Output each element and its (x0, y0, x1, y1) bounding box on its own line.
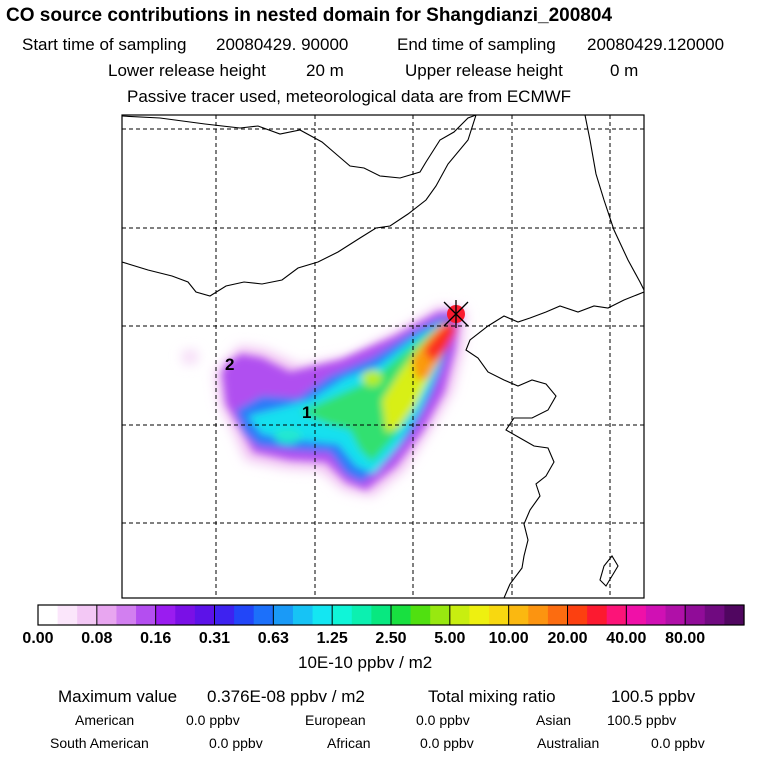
coastline (465, 291, 644, 598)
colorbar-swatch (665, 605, 686, 625)
colorbar-swatch (194, 605, 216, 625)
region-value-american: 0.0 ppbv (186, 712, 240, 728)
colorbar-tick-label: 20.00 (547, 630, 588, 647)
colorbar-swatch (38, 605, 59, 625)
plume-red (424, 320, 456, 362)
region-value-asian: 100.5 ppbv (607, 712, 677, 728)
lower-height-value: 20 m (306, 61, 344, 80)
colorbar-swatch (449, 605, 471, 625)
colorbar-swatch (508, 605, 529, 625)
colorbar-tick-label: 1.25 (316, 630, 348, 647)
lower-height-label: Lower release height (108, 61, 266, 80)
receptor-marker-icon (443, 300, 469, 328)
colorbar-swatch (469, 605, 490, 625)
region-name-african: African (327, 735, 371, 751)
plume-blob (274, 428, 302, 444)
colorbar-ticks (37, 605, 686, 625)
region-name-australian: Australian (537, 735, 600, 751)
start-time-label: Start time of sampling (22, 35, 187, 54)
plume-blob (224, 358, 256, 386)
colorbar-swatch (704, 605, 725, 625)
colorbar-tick-label: 80.00 (665, 630, 706, 647)
colorbar-swatch (528, 605, 549, 625)
colorbar-tick-label: 0.63 (257, 630, 289, 647)
colorbar-swatch (626, 605, 647, 625)
colorbar-swatch (253, 605, 274, 625)
region-name-american: American (75, 712, 135, 728)
island (599, 555, 619, 587)
total-mixing-value: 100.5 ppbv (611, 687, 696, 706)
region-name-asian: Asian (536, 712, 572, 728)
plot-title: CO source contributions in nested domain… (6, 5, 613, 26)
tracer-note: Passive tracer used, meteorological data… (127, 87, 572, 106)
colorbar-swatch (410, 605, 431, 625)
region-value-african: 0.0 ppbv (420, 735, 474, 751)
colorbar-swatch (214, 605, 235, 625)
plume-field (182, 305, 466, 496)
upper-height-label: Upper release height (405, 61, 563, 80)
colorbar-swatch (136, 605, 157, 625)
map-grid (122, 115, 644, 598)
colorbar-swatch (234, 605, 255, 625)
colorbar-tick-label: 0.31 (198, 630, 231, 647)
colorbar-swatch (77, 605, 98, 625)
end-time-value: 20080429.120000 (587, 35, 725, 54)
colorbar-swatch (116, 605, 137, 625)
colorbar-swatch (57, 605, 78, 625)
colorbar-swatch (685, 605, 706, 625)
plume-blob (362, 370, 382, 386)
region-name-european: European (305, 712, 366, 728)
colorbar-swatch (312, 605, 333, 625)
colorbar-swatch (724, 605, 745, 625)
colorbar-swatch (175, 605, 196, 625)
colorbar-tick-label: 0.00 (22, 630, 54, 647)
colorbar-swatch (567, 605, 588, 625)
region-label-1: 1 (302, 403, 311, 422)
colorbar-swatch (391, 605, 412, 625)
map-boundaries (122, 115, 644, 598)
max-value: 0.376E-08 ppbv / m2 (207, 687, 365, 706)
border-line (584, 115, 644, 291)
upper-height-value: 0 m (610, 61, 639, 80)
colorbar-unit: 10E-10 ppbv / m2 (298, 653, 433, 672)
colorbar-tick-label: 40.00 (606, 630, 647, 647)
colorbar-tick-label: 2.50 (375, 630, 407, 647)
colorbar-swatch (606, 605, 627, 625)
colorbar-tick-label: 0.16 (140, 630, 172, 647)
colorbar-swatch (332, 605, 353, 625)
colorbar-swatch (547, 605, 569, 625)
colorbar-swatch (489, 605, 510, 625)
border-line (122, 115, 477, 179)
colorbar-tick-label: 5.00 (434, 630, 466, 647)
total-mixing-label: Total mixing ratio (428, 687, 556, 706)
colorbar-swatch (292, 605, 314, 625)
colorbar-swatch (430, 605, 451, 625)
colorbar (38, 605, 745, 625)
start-time-value: 20080429. 90000 (216, 35, 349, 54)
colorbar-swatch (155, 605, 176, 625)
max-value-label: Maximum value (58, 687, 178, 706)
colorbar-tick-label: 10.00 (488, 630, 529, 647)
colorbar-swatch (371, 605, 392, 625)
region-value-european: 0.0 ppbv (416, 712, 470, 728)
colorbar-swatch (587, 605, 608, 625)
plume-fragment (182, 350, 198, 364)
border-line (122, 115, 477, 297)
colorbar-swatch (273, 605, 294, 625)
region-name-south-american: South American (50, 735, 149, 751)
region-value-south-american: 0.0 ppbv (209, 735, 263, 751)
region-label-2: 2 (225, 355, 234, 374)
region-value-australian: 0.0 ppbv (651, 735, 705, 751)
colorbar-swatch (96, 605, 118, 625)
end-time-label: End time of sampling (397, 35, 556, 54)
colorbar-tick-label: 0.08 (81, 630, 113, 647)
colorbar-swatch (645, 605, 667, 625)
colorbar-swatch (351, 605, 372, 625)
map-frame (121, 114, 645, 599)
